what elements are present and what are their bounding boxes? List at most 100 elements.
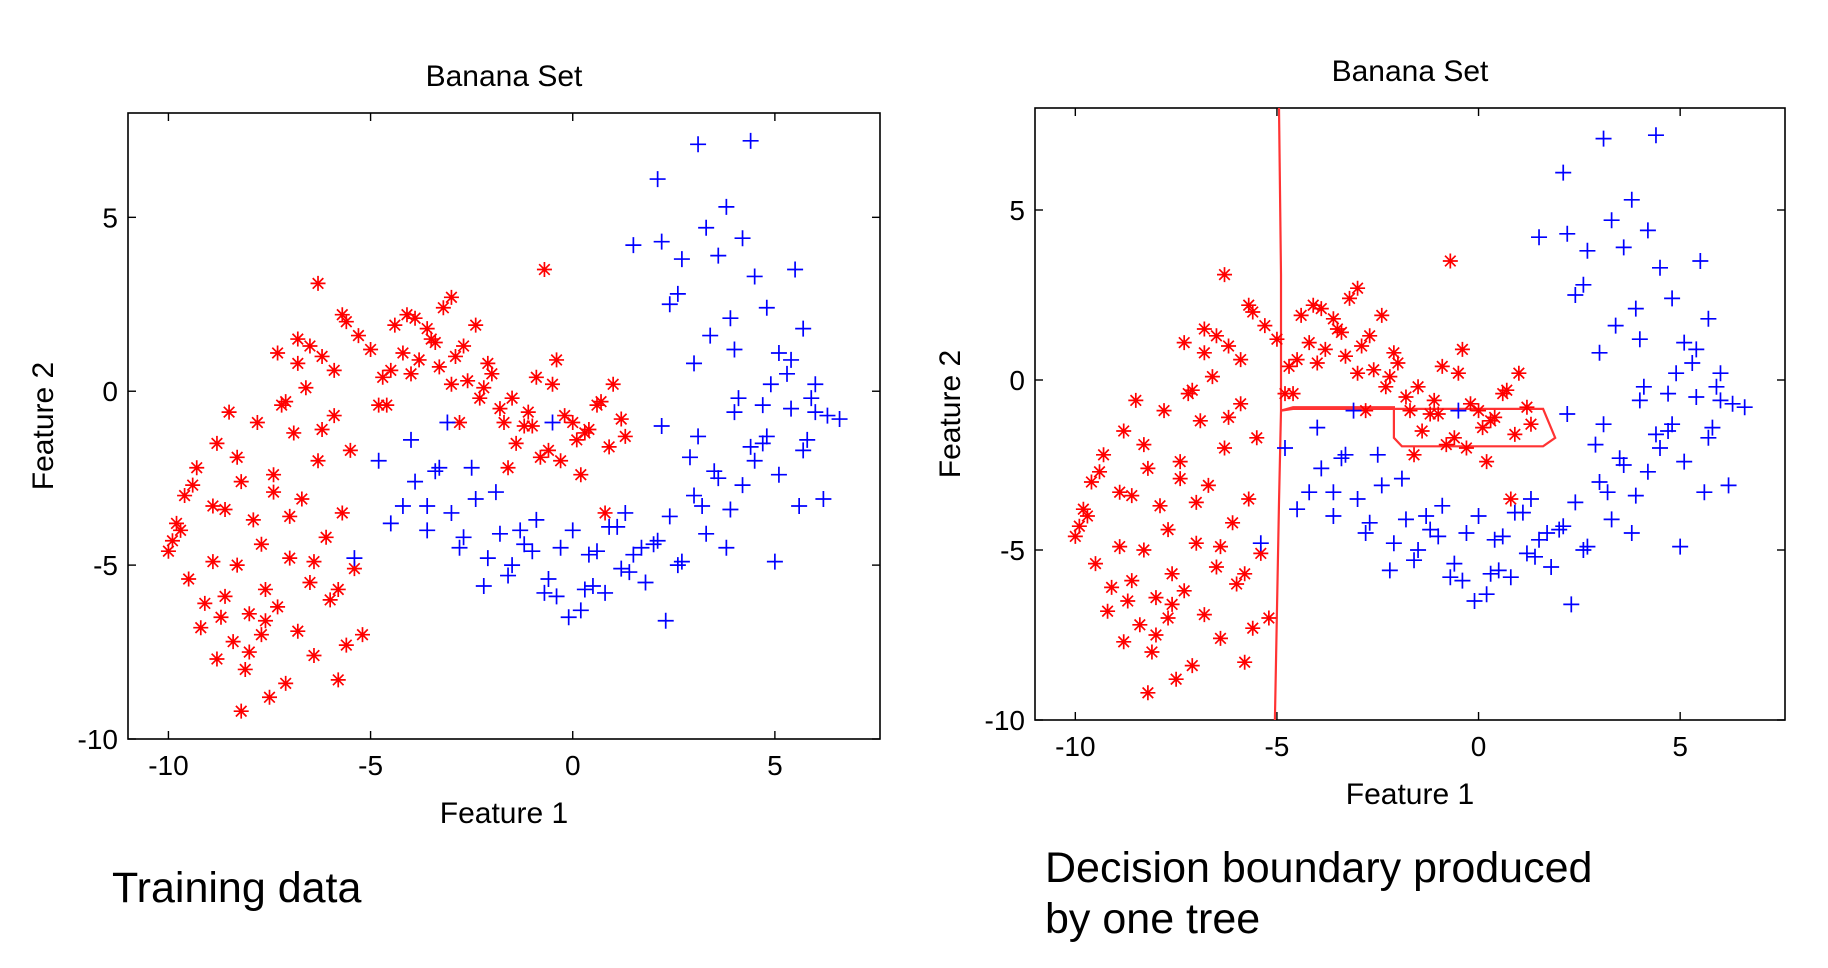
plus-marker: [487, 484, 504, 501]
asterisk-marker: [314, 348, 330, 364]
asterisk-marker: [338, 637, 354, 653]
asterisk-marker: [1281, 358, 1297, 374]
plus-marker: [1531, 229, 1548, 246]
plus-marker: [1333, 450, 1350, 467]
asterisk-marker: [262, 689, 278, 705]
y-tick-label: -5: [1000, 535, 1025, 566]
plus-marker: [722, 501, 739, 518]
plus-marker: [1603, 511, 1620, 528]
asterisk-marker: [569, 432, 585, 448]
plus-marker: [686, 487, 703, 504]
asterisk-marker: [1160, 610, 1176, 626]
asterisk-marker: [395, 345, 411, 361]
asterisk-marker: [431, 359, 447, 375]
asterisk-marker: [314, 421, 330, 437]
plus-marker: [1704, 419, 1721, 436]
asterisk-marker: [306, 648, 322, 664]
plus-marker: [419, 497, 436, 514]
plus-marker: [419, 522, 436, 539]
left-series-class-b: [346, 132, 848, 629]
plus-marker: [633, 539, 650, 556]
asterisk-marker: [516, 418, 532, 434]
asterisk-marker: [1333, 324, 1349, 340]
asterisk-marker: [480, 355, 496, 371]
asterisk-marker: [1116, 423, 1132, 439]
plus-marker: [1684, 355, 1701, 371]
plus-marker: [560, 609, 577, 626]
asterisk-marker: [286, 425, 302, 441]
asterisk-marker: [375, 369, 391, 385]
asterisk-marker: [1285, 386, 1301, 402]
plus-marker: [1615, 457, 1632, 473]
asterisk-marker: [334, 505, 350, 521]
plus-marker: [1418, 508, 1435, 524]
left-x-axis-label: Feature 1: [440, 797, 568, 830]
asterisk-marker: [1422, 406, 1438, 422]
asterisk-marker: [1430, 406, 1446, 422]
plus-marker: [1555, 164, 1572, 181]
plus-marker: [1527, 548, 1543, 565]
plus-marker: [1345, 402, 1362, 419]
plus-marker: [584, 577, 601, 594]
asterisk-marker: [245, 512, 261, 528]
plus-marker: [1627, 300, 1644, 317]
x-tick-label: -10: [1055, 731, 1095, 762]
plus-marker: [770, 344, 787, 361]
plus-marker: [722, 310, 739, 327]
plus-marker: [1599, 484, 1616, 501]
plus-marker: [1434, 497, 1451, 514]
plus-marker: [807, 404, 824, 421]
asterisk-marker: [1124, 573, 1140, 589]
plus-marker: [1607, 317, 1624, 334]
asterisk-marker: [379, 397, 395, 413]
plus-marker: [1277, 440, 1293, 456]
plus-marker: [580, 546, 597, 563]
asterisk-marker: [443, 376, 459, 392]
asterisk-marker: [1148, 627, 1164, 643]
asterisk-marker: [1208, 328, 1224, 344]
x-tick-label: 5: [1672, 731, 1688, 762]
asterisk-marker: [1083, 474, 1099, 490]
asterisk-marker: [270, 345, 286, 361]
asterisk-marker: [1454, 341, 1470, 357]
plus-marker: [1563, 596, 1580, 613]
asterisk-marker: [383, 362, 399, 378]
asterisk-marker: [407, 310, 423, 326]
plus-marker: [1454, 572, 1471, 589]
asterisk-marker: [1366, 362, 1382, 378]
plus-marker: [1349, 491, 1366, 507]
asterisk-marker: [1192, 413, 1208, 429]
plus-marker: [1373, 477, 1390, 494]
plus-marker: [1446, 555, 1463, 572]
plus-marker: [346, 550, 363, 567]
plus-marker: [544, 414, 561, 431]
asterisk-marker: [1462, 396, 1478, 412]
asterisk-marker: [1067, 528, 1083, 544]
plus-marker: [1531, 531, 1548, 548]
asterisk-marker: [500, 460, 516, 476]
asterisk-marker: [1071, 518, 1087, 534]
asterisk-marker: [484, 366, 500, 382]
plus-marker: [734, 230, 751, 247]
plus-marker: [1478, 586, 1495, 603]
plus-marker: [807, 376, 824, 393]
asterisk-marker: [1217, 267, 1233, 283]
plus-marker: [1325, 508, 1342, 524]
plus-marker: [1627, 487, 1644, 504]
asterisk-marker: [290, 623, 306, 639]
plus-marker: [1385, 535, 1402, 552]
asterisk-marker: [330, 672, 346, 688]
plus-marker: [1639, 222, 1656, 239]
asterisk-marker: [290, 331, 306, 347]
plus-marker: [1652, 440, 1668, 456]
asterisk-marker: [460, 373, 476, 389]
plus-marker: [1406, 552, 1423, 569]
asterisk-marker: [1221, 409, 1237, 425]
plus-marker: [673, 251, 690, 268]
plus-marker: [1518, 545, 1535, 562]
x-tick-label: -10: [148, 750, 188, 781]
plus-marker: [1289, 501, 1306, 518]
plus-marker: [1361, 514, 1378, 531]
asterisk-marker: [1172, 471, 1188, 487]
asterisk-marker: [1406, 447, 1422, 463]
